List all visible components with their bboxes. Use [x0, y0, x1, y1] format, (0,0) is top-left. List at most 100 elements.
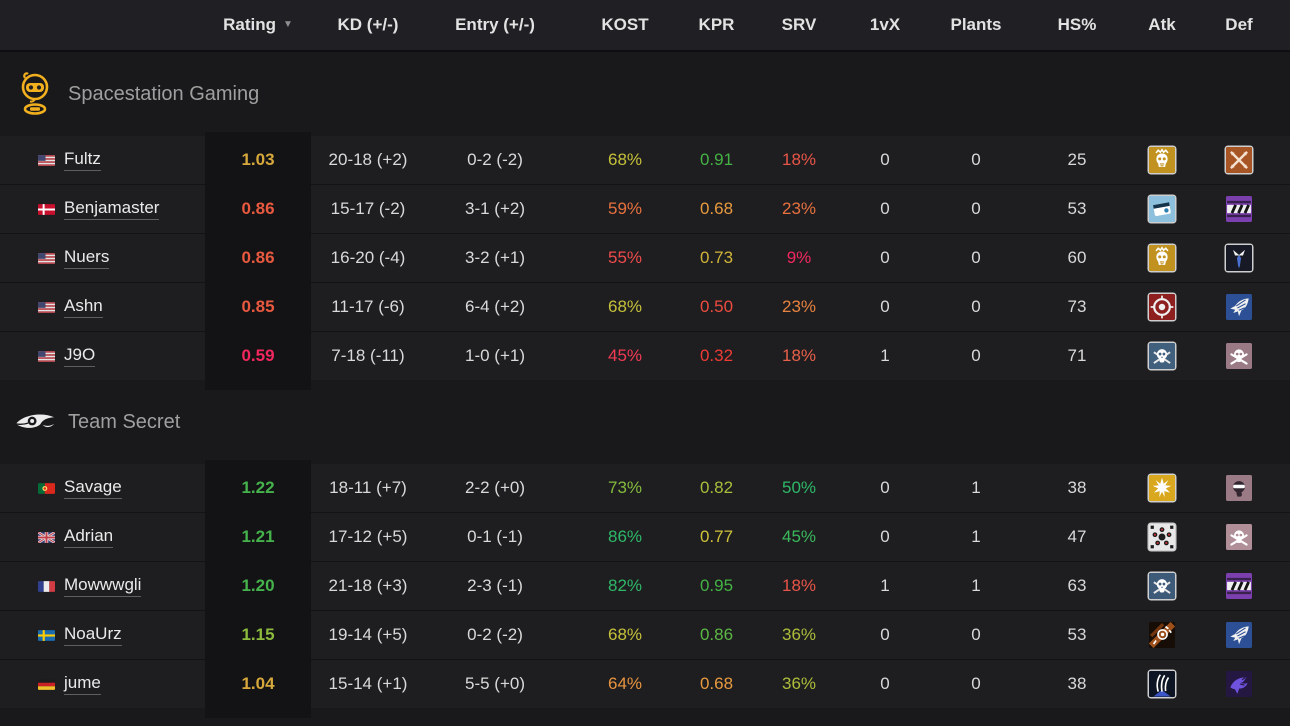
- srv-value-cell: 50%: [748, 478, 850, 498]
- plants-value: 1: [971, 576, 981, 595]
- rating-value: 1.20: [241, 576, 275, 595]
- player-name-cell: Savage: [0, 477, 205, 499]
- atk-operator-icon: [1149, 245, 1175, 271]
- kpr-value-cell: 0.91: [685, 150, 748, 170]
- plants-value-cell: 0: [920, 625, 1032, 645]
- 1vx-value: 0: [880, 150, 890, 169]
- def-operator-icon: [1226, 524, 1252, 550]
- atk-operator-icon-cell: [1122, 573, 1202, 599]
- plants-value: 0: [971, 150, 981, 169]
- kost-column-header[interactable]: KOST: [601, 15, 649, 34]
- rating-column-header[interactable]: Rating ▼: [205, 15, 311, 35]
- kd-value: 17-12 (+5): [328, 527, 408, 546]
- plants-value-cell: 1: [920, 527, 1032, 547]
- entry-value-cell: 0-2 (-2): [425, 625, 565, 645]
- player-row: NoaUrz 1.15 19-14 (+5) 0-2 (-2) 68% 0.86 36% 0 0…: [0, 610, 1290, 659]
- srv-value-cell: 45%: [748, 527, 850, 547]
- kpr-value-cell: 0.68: [685, 199, 748, 219]
- def-operator-icon-cell: [1202, 294, 1276, 320]
- 1vx-value: 0: [880, 625, 890, 644]
- entry-value: 6-4 (+2): [465, 297, 525, 316]
- hs-value-cell: 53: [1032, 199, 1122, 219]
- 1vx-value: 0: [880, 297, 890, 316]
- atk-operator-icon: [1149, 524, 1175, 550]
- player-name-link[interactable]: Savage: [64, 477, 122, 499]
- kpr-column-header[interactable]: KPR: [698, 15, 735, 34]
- player-name-link[interactable]: Mowwwgli: [64, 575, 142, 597]
- kd-value: 15-14 (+1): [328, 674, 408, 693]
- atk-operator-icon: [1149, 196, 1175, 222]
- srv-value-cell: 18%: [748, 346, 850, 366]
- player-row: Nuers 0.86 16-20 (-4) 3-2 (+1) 55% 0.73 9% 0 0 60: [0, 233, 1290, 282]
- player-name-link[interactable]: jume: [64, 673, 101, 695]
- atk-operator-icon: [1149, 671, 1175, 697]
- atk-column-header[interactable]: Atk: [1148, 15, 1176, 34]
- kd-value-cell: 21-18 (+3): [311, 576, 425, 596]
- atk-operator-icon: [1149, 622, 1175, 648]
- player-name-link[interactable]: NoaUrz: [64, 624, 122, 646]
- kd-value-cell: 7-18 (-11): [311, 346, 425, 366]
- player-name-link[interactable]: Benjamaster: [64, 198, 160, 220]
- 1vx-column-header[interactable]: 1vX: [869, 15, 901, 34]
- rating-value-cell: 1.15: [205, 625, 311, 645]
- hs-value: 25: [1067, 150, 1087, 169]
- srv-column-header[interactable]: SRV: [781, 15, 817, 34]
- def-operator-icon: [1226, 475, 1252, 501]
- kd-column-header[interactable]: KD (+/-): [337, 15, 399, 34]
- hs-column-header[interactable]: HS%: [1057, 15, 1097, 34]
- flag-de-icon: [38, 678, 55, 690]
- plants-value-cell: 0: [920, 150, 1032, 170]
- atk-operator-icon-cell: [1122, 475, 1202, 501]
- hs-value: 38: [1067, 674, 1087, 693]
- entry-value-cell: 1-0 (+1): [425, 346, 565, 366]
- entry-value: 5-5 (+0): [465, 674, 525, 693]
- hs-value: 53: [1067, 625, 1087, 644]
- player-name-link[interactable]: Ashn: [64, 296, 103, 318]
- srv-value: 23%: [781, 297, 817, 316]
- rating-value-cell: 1.21: [205, 527, 311, 547]
- def-operator-icon: [1226, 671, 1252, 697]
- kost-value-cell: 68%: [565, 150, 685, 170]
- plants-value-cell: 0: [920, 248, 1032, 268]
- srv-value: 23%: [781, 199, 817, 218]
- player-name-link[interactable]: Nuers: [64, 247, 110, 269]
- plants-value-cell: 0: [920, 674, 1032, 694]
- player-name-link[interactable]: J9O: [64, 345, 96, 367]
- player-name-cell: Nuers: [0, 247, 205, 269]
- kpr-value-cell: 0.68: [685, 674, 748, 694]
- entry-value-cell: 3-2 (+1): [425, 248, 565, 268]
- flag-pt-icon: [38, 482, 55, 494]
- hs-value-cell: 53: [1032, 625, 1122, 645]
- rating-value-cell: 1.20: [205, 576, 311, 596]
- 1vx-value-cell: 0: [850, 625, 920, 645]
- kost-value-cell: 55%: [565, 248, 685, 268]
- 1vx-value-cell: 0: [850, 478, 920, 498]
- plants-value-cell: 0: [920, 297, 1032, 317]
- srv-value-cell: 23%: [748, 297, 850, 317]
- def-operator-icon-cell: [1202, 196, 1276, 222]
- rating-value-cell: 1.22: [205, 478, 311, 498]
- kd-value-cell: 20-18 (+2): [311, 150, 425, 170]
- entry-value: 0-1 (-1): [467, 527, 523, 546]
- spacestation-gaming-logo-icon: [14, 70, 56, 118]
- rating-value-cell: 1.04: [205, 674, 311, 694]
- hs-value: 47: [1067, 527, 1087, 546]
- player-name-cell: Ashn: [0, 296, 205, 318]
- team-player-rows: Savage 1.22 18-11 (+7) 2-2 (+0) 73% 0.82 50% 0 1…: [0, 460, 1290, 718]
- def-column-header[interactable]: Def: [1225, 15, 1253, 34]
- rating-value-cell: 0.86: [205, 199, 311, 219]
- entry-column-header[interactable]: Entry (+/-): [455, 15, 535, 34]
- plants-column-header[interactable]: Plants: [950, 15, 1002, 34]
- def-operator-icon: [1226, 147, 1252, 173]
- flag-dk-icon: [38, 203, 55, 215]
- hs-value-cell: 38: [1032, 674, 1122, 694]
- kd-value: 18-11 (+7): [329, 478, 407, 497]
- kost-value-cell: 45%: [565, 346, 685, 366]
- flag-us-icon: [38, 350, 55, 362]
- atk-operator-icon-cell: [1122, 343, 1202, 369]
- player-name-link[interactable]: Adrian: [64, 526, 114, 548]
- player-name-link[interactable]: Fultz: [64, 149, 101, 171]
- plants-value-cell: 1: [920, 576, 1032, 596]
- 1vx-value: 1: [880, 576, 890, 595]
- 1vx-value: 0: [880, 478, 890, 497]
